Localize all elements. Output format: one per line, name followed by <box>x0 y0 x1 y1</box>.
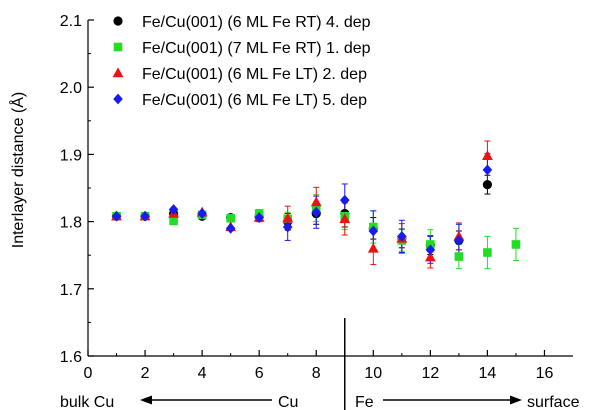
data-point-series-3 <box>282 212 294 223</box>
arrow-to-bulk-head <box>140 395 152 405</box>
data-point-series-3 <box>367 242 379 253</box>
legend-label: Fe/Cu(001) (7 ML Fe RT) 1. dep <box>142 40 371 57</box>
data-point-series-2 <box>511 240 521 249</box>
annotation-fe: Fe <box>355 394 374 410</box>
legend-marker <box>113 16 123 26</box>
legend-item: Fe/Cu(001) (6 ML Fe LT) 2. dep <box>112 66 367 83</box>
legend-marker <box>113 42 123 52</box>
x-tick-label: 6 <box>255 365 264 382</box>
data-markers <box>111 150 521 262</box>
y-tick-label: 1.7 <box>60 282 82 299</box>
x-tick-label: 12 <box>421 365 439 382</box>
data-point-series-2 <box>483 248 492 257</box>
data-point-series-4 <box>225 222 236 234</box>
legend-marker <box>112 67 124 78</box>
y-axis-label: Interlayer distance (Å) <box>8 92 27 249</box>
axis-ticks: 0 2 4 6 8 10 12 14 16 1.6 1.7 1.8 1.9 2.0 2.1 <box>60 13 554 382</box>
legend-label: Fe/Cu(001) (6 ML Fe LT) 2. dep <box>142 66 367 83</box>
arrow-to-bulk <box>140 395 272 405</box>
data-point-series-2 <box>454 252 464 261</box>
data-point-series-4 <box>197 208 207 219</box>
x-tick-label: 0 <box>84 365 93 382</box>
data-point-series-4 <box>482 164 493 176</box>
data-point-series-4 <box>282 221 293 233</box>
data-point-series-2 <box>169 216 178 226</box>
data-point-series-3 <box>482 150 493 160</box>
y-tick-label: 2.0 <box>60 80 82 97</box>
arrow-to-surface <box>383 395 522 405</box>
annotation-bulk-cu: bulk Cu <box>60 394 114 410</box>
legend-item: Fe/Cu(001) (6 ML Fe RT) 4. dep <box>113 14 371 31</box>
data-point-series-2 <box>226 213 235 223</box>
data-point-series-4 <box>254 212 264 223</box>
x-tick-label: 2 <box>141 365 150 382</box>
x-tick-label: 10 <box>364 365 382 382</box>
data-point-series-3 <box>424 251 436 262</box>
y-tick-label: 1.9 <box>60 147 82 164</box>
data-point-series-3 <box>339 213 351 224</box>
data-point-series-4 <box>454 235 464 246</box>
legend-label: Fe/Cu(001) (6 ML Fe RT) 4. dep <box>142 14 371 31</box>
data-point-series-4 <box>111 210 122 222</box>
legend-label: Fe/Cu(001) (6 ML Fe LT) 5. dep <box>142 92 367 109</box>
arrow-to-surface-head <box>510 395 522 405</box>
data-point-series-4 <box>311 206 322 218</box>
y-tick-label: 1.8 <box>60 215 82 232</box>
legend-item: Fe/Cu(001) (7 ML Fe RT) 1. dep <box>113 40 371 57</box>
annotation-surface: surface <box>527 394 580 410</box>
legend: Fe/Cu(001) (6 ML Fe RT) 4. dep Fe/Cu(001)… <box>112 14 371 109</box>
annotation-cu: Cu <box>278 394 298 410</box>
legend-marker <box>113 93 123 105</box>
data-point-series-4 <box>425 244 436 256</box>
error-bars <box>256 140 519 270</box>
data-point-series-4 <box>397 230 407 242</box>
y-tick-label: 2.1 <box>60 13 82 30</box>
x-tick-label: 14 <box>479 365 497 382</box>
data-point-series-3 <box>310 196 322 207</box>
data-point-series-1 <box>482 180 493 190</box>
x-tick-label: 4 <box>198 365 207 382</box>
legend-item: Fe/Cu(001) (6 ML Fe LT) 5. dep <box>113 92 367 109</box>
y-tick-label: 1.6 <box>60 349 82 366</box>
data-point-series-4 <box>368 225 379 237</box>
x-tick-label: 8 <box>312 365 321 382</box>
x-tick-label: 16 <box>536 365 554 382</box>
data-point-series-4 <box>339 194 350 206</box>
data-point-series-4 <box>168 204 179 215</box>
data-point-series-4 <box>140 210 150 222</box>
